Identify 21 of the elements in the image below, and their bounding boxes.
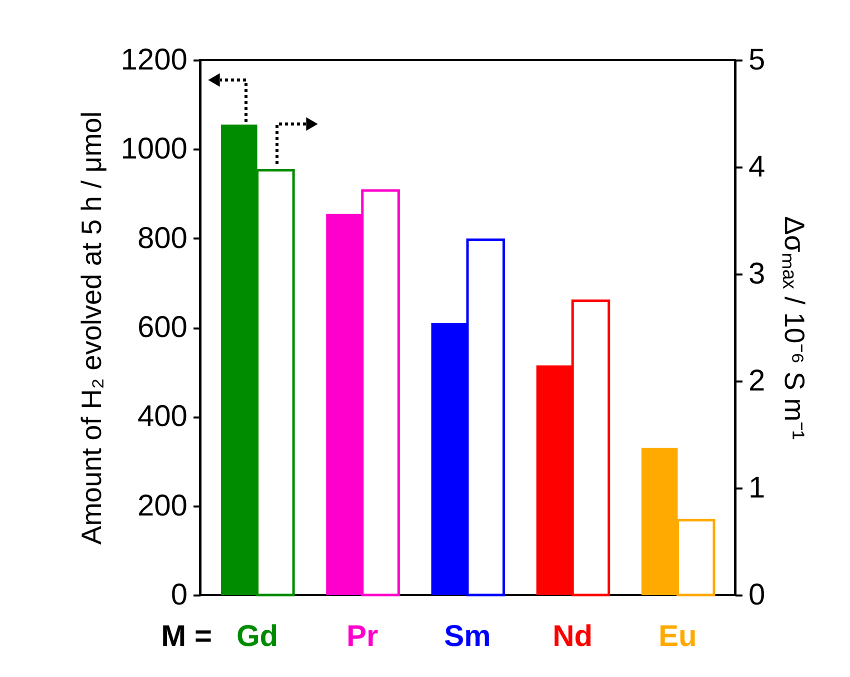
y-tick-label: 0 (170, 578, 188, 612)
y-tick-label: 200 (137, 489, 188, 522)
y2-tick-label: 1 (748, 472, 766, 504)
y-tick-label: 800 (137, 222, 188, 255)
x-axis-title: M = (161, 620, 212, 653)
x-tick-label: Eu (658, 620, 697, 653)
y-tick-label: 1200 (120, 44, 188, 76)
x-tick-label: Nd (552, 620, 593, 653)
y-axis-title: Amount of H₂ evolved at 5 h / μmol (76, 111, 107, 545)
y-tick-label: 1000 (120, 132, 188, 166)
y-tick-label: 400 (137, 400, 188, 434)
y2-tick-label: 2 (748, 364, 766, 398)
y2-tick-label: 0 (748, 578, 766, 612)
y2-axis-title: Δσₘₐₓ / 10⁻⁶ S m⁻¹ (779, 216, 810, 440)
y2-tick-label: 4 (748, 150, 766, 184)
x-tick-label: Gd (236, 620, 278, 653)
y2-tick-label: 5 (748, 44, 766, 76)
x-tick-label: Sm (444, 620, 491, 653)
x-tick-label: Pr (346, 620, 379, 653)
y-tick-label: 600 (137, 311, 188, 344)
y2-tick-label: 3 (748, 258, 766, 290)
